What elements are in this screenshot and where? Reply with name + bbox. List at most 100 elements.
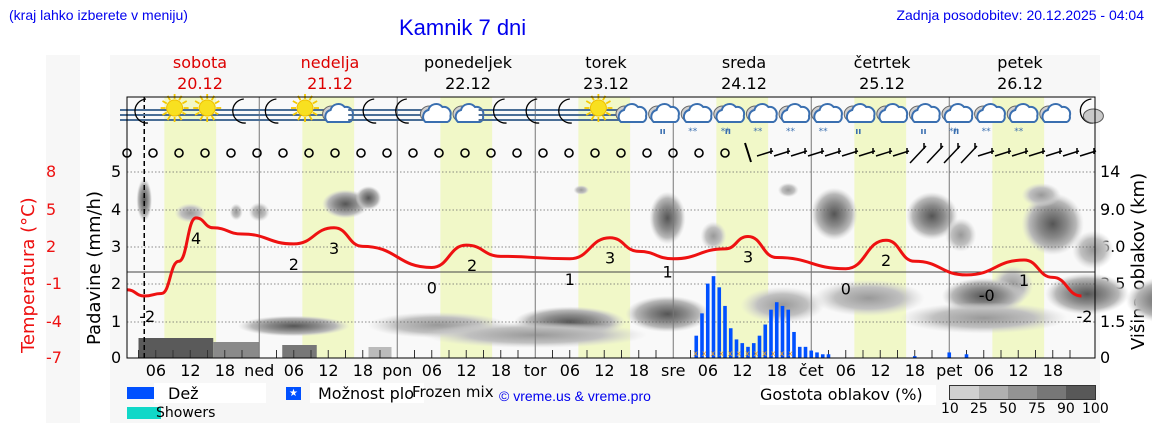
svg-text:x: x: [719, 349, 724, 358]
cloudy-snow-icon: **: [811, 103, 843, 137]
copyright-link[interactable]: © vreme.us & vreme.pro: [499, 388, 651, 404]
cloudy-icon: [452, 103, 485, 123]
day-name: torek: [585, 53, 627, 72]
day-header-0: sobota 20.12: [131, 52, 269, 94]
day-header-1: nedelja 21.12: [261, 52, 399, 94]
cloud-density-layer: [136, 178, 1152, 358]
day-name: sreda: [721, 53, 767, 72]
cloud-height-tick: 9.0: [1100, 200, 1126, 219]
temp-tick: -7: [46, 348, 62, 367]
svg-text:1: 1: [1019, 271, 1029, 290]
cloudy-sleet-icon: ıı**: [941, 103, 974, 137]
x-tick: 12: [1008, 361, 1029, 380]
svg-text:ıı: ıı: [855, 127, 861, 137]
svg-text:**: **: [688, 127, 698, 137]
sun-fog-icon: [576, 94, 621, 122]
svg-text:x: x: [736, 349, 741, 358]
cloudy-snow-icon: **: [1006, 103, 1039, 137]
svg-text:x: x: [788, 349, 793, 358]
x-tick: 12: [318, 361, 339, 380]
day-header-3: torek 23.12: [537, 52, 675, 94]
day-name: ponedeljek: [424, 53, 512, 72]
cloudy-icon: [419, 103, 452, 123]
day-date: 22.12: [445, 74, 491, 93]
svg-text:**: **: [1014, 127, 1024, 137]
legend-frozen-mix-label: Frozen mix: [408, 383, 500, 401]
x-tick: čet: [798, 361, 824, 380]
day-date: 25.12: [859, 74, 905, 93]
cloud-height-tick: 1.5: [1100, 312, 1126, 331]
x-tick: 06: [283, 361, 305, 380]
x-tick: pon: [382, 361, 413, 380]
legend-density-bg: [760, 385, 936, 405]
svg-text:0: 0: [427, 278, 437, 297]
cloudy-icon: [615, 103, 648, 123]
legend-possible-showers-label: Možnost plo: [318, 384, 415, 403]
svg-text:**: **: [721, 127, 731, 137]
temp-tick: 2: [46, 237, 57, 256]
svg-text:x: x: [745, 349, 750, 358]
svg-text:x: x: [762, 349, 767, 358]
x-tick: 18: [766, 361, 788, 380]
svg-text:**: **: [786, 127, 796, 137]
precip-tick: 2: [111, 274, 122, 293]
density-tick: 25: [970, 401, 988, 417]
precip-tick: 1: [111, 312, 122, 331]
x-tick: 06: [973, 361, 995, 380]
svg-text:x: x: [780, 349, 785, 358]
x-tick: 18: [490, 361, 512, 380]
svg-text:-2: -2: [139, 307, 155, 326]
x-tick: tor: [523, 361, 547, 380]
svg-text:3: 3: [329, 239, 339, 258]
svg-text:x: x: [728, 349, 733, 358]
density-25-50: [979, 386, 1008, 399]
svg-text:**: **: [819, 127, 829, 137]
density-tick: 10: [941, 401, 959, 417]
day-name: sobota: [172, 53, 228, 72]
svg-text:2: 2: [467, 256, 477, 275]
density-75-90: [1037, 386, 1066, 399]
x-tick: 18: [1042, 361, 1064, 380]
precip-tick: 3: [111, 237, 122, 256]
density-90-100: [1066, 386, 1095, 399]
day-header-2: ponedeljek 22.12: [399, 52, 537, 94]
svg-text:2: 2: [289, 255, 299, 274]
svg-text:1: 1: [663, 262, 673, 281]
cloudy-icon: [876, 103, 909, 123]
day-date: 20.12: [177, 74, 223, 93]
density-tick: 75: [1028, 401, 1046, 417]
x-tick: 12: [732, 361, 753, 380]
moon-fog-icon: [380, 98, 425, 124]
cloudy-snow-icon: **: [745, 103, 778, 137]
grid-lines: [127, 97, 1095, 358]
x-tick: sre: [661, 361, 686, 380]
cloudy-rain-icon: ıı: [843, 103, 876, 137]
x-tick: 06: [421, 361, 443, 380]
svg-text:3: 3: [605, 249, 615, 268]
day-name: četrtek: [853, 53, 911, 72]
temp-tick: -4: [46, 312, 62, 331]
density-tick: 90: [1057, 401, 1075, 417]
svg-text:ıı: ıı: [920, 127, 926, 137]
cloudy-icon: [322, 103, 354, 123]
x-tick: 06: [835, 361, 857, 380]
legend-showers-swatch: [127, 407, 161, 419]
temp-axis-panel: [46, 55, 80, 423]
cloudy-rain-icon: ıı: [908, 103, 941, 137]
day-name: petek: [997, 53, 1043, 72]
svg-text:0: 0: [841, 280, 851, 299]
svg-text:x: x: [693, 349, 698, 358]
moon-cloud-icon: [1079, 98, 1104, 124]
day-date: 23.12: [583, 74, 629, 93]
legend-cloud-density-label: Gostota oblakov (%): [760, 385, 923, 404]
x-tick: 12: [594, 361, 615, 380]
day-date: 24.12: [721, 74, 767, 93]
x-tick: 12: [180, 361, 201, 380]
location-menu-hint: (kraj lahko izberete v meniju): [9, 7, 188, 23]
density-tick: 100: [1082, 401, 1109, 417]
svg-text:x: x: [711, 349, 716, 358]
star-icon: ★: [286, 387, 301, 400]
day-header-4: sreda 24.12: [675, 52, 813, 94]
svg-text:1: 1: [565, 270, 575, 289]
